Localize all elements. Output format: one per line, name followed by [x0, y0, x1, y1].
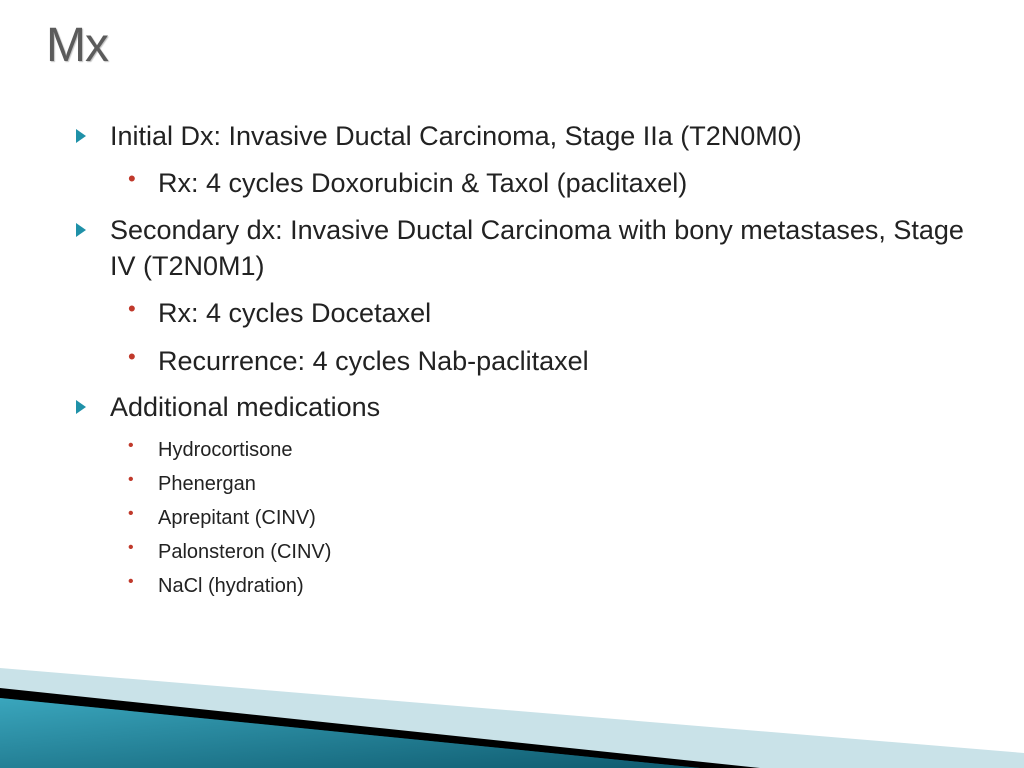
bullet-level2: NaCl (hydration): [110, 571, 970, 601]
bullet-level1: Secondary dx: Invasive Ductal Carcinoma …: [70, 212, 970, 285]
bullet-level2: Aprepitant (CINV): [110, 503, 970, 533]
corner-decor: [0, 598, 1024, 768]
bullet-level2: Phenergan: [110, 469, 970, 499]
bullet-level1: Initial Dx: Invasive Ductal Carcinoma, S…: [70, 118, 970, 154]
bullet-level2: Rx: 4 cycles Doxorubicin & Taxol (paclit…: [110, 164, 970, 203]
slide-content: Initial Dx: Invasive Ductal Carcinoma, S…: [70, 118, 970, 605]
bullet-level2: Recurrence: 4 cycles Nab-paclitaxel: [110, 342, 970, 381]
slide-title: Mx: [46, 18, 108, 73]
bullet-level2: Hydrocortisone: [110, 435, 970, 465]
slide: Mx Initial Dx: Invasive Ductal Carcinoma…: [0, 0, 1024, 768]
bullet-level2: Rx: 4 cycles Docetaxel: [110, 294, 970, 333]
bullet-level2: Palonsteron (CINV): [110, 537, 970, 567]
bullet-level1: Additional medications: [70, 389, 970, 425]
